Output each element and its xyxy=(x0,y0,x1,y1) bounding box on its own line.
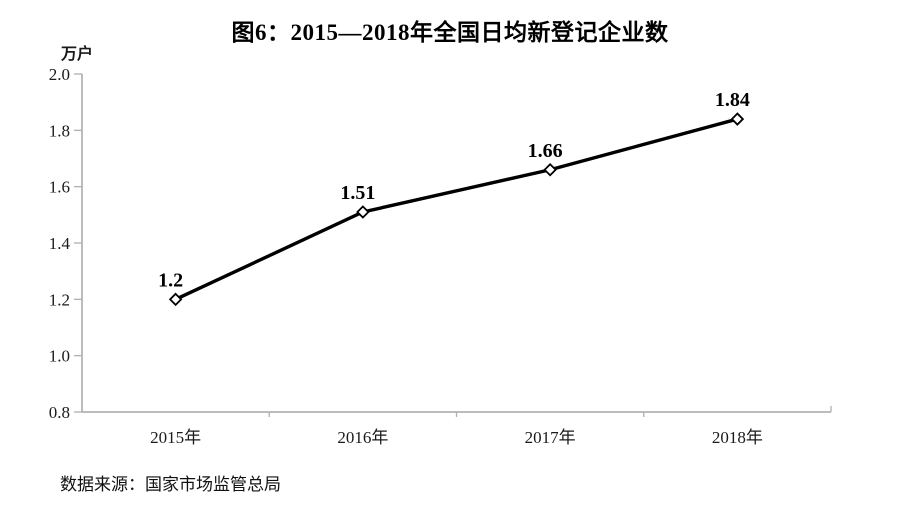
y-tick-label: 1.0 xyxy=(49,347,70,366)
y-tick-label: 1.2 xyxy=(49,290,70,309)
data-point-value-label: 1.2 xyxy=(158,269,183,291)
y-tick-label: 1.6 xyxy=(49,178,70,197)
data-point-marker xyxy=(356,205,370,219)
y-tick-label: 2.0 xyxy=(49,65,70,84)
x-category-label: 2015年 xyxy=(150,428,201,447)
x-category-label: 2017年 xyxy=(525,428,576,447)
data-point-value-label: 1.51 xyxy=(340,182,375,204)
data-line xyxy=(173,117,740,302)
y-tick-label: 0.8 xyxy=(49,403,70,422)
data-point-marker xyxy=(543,162,557,177)
x-category-label: 2018年 xyxy=(712,428,763,447)
y-tick-label: 1.4 xyxy=(49,234,71,253)
chart-title: 图6：2015—2018年全国日均新登记企业数 xyxy=(231,20,669,45)
data-point-value-label: 1.66 xyxy=(528,140,563,162)
data-point-marker xyxy=(168,292,183,307)
x-category-label: 2016年 xyxy=(337,428,388,447)
data-point-marker xyxy=(730,112,745,126)
y-tick-label: 1.8 xyxy=(49,121,70,140)
y-axis-unit-label: 万户 xyxy=(61,46,94,63)
data-point-value-label: 1.84 xyxy=(715,89,750,111)
data-source-note: 数据来源：国家市场监管总局 xyxy=(60,475,281,494)
